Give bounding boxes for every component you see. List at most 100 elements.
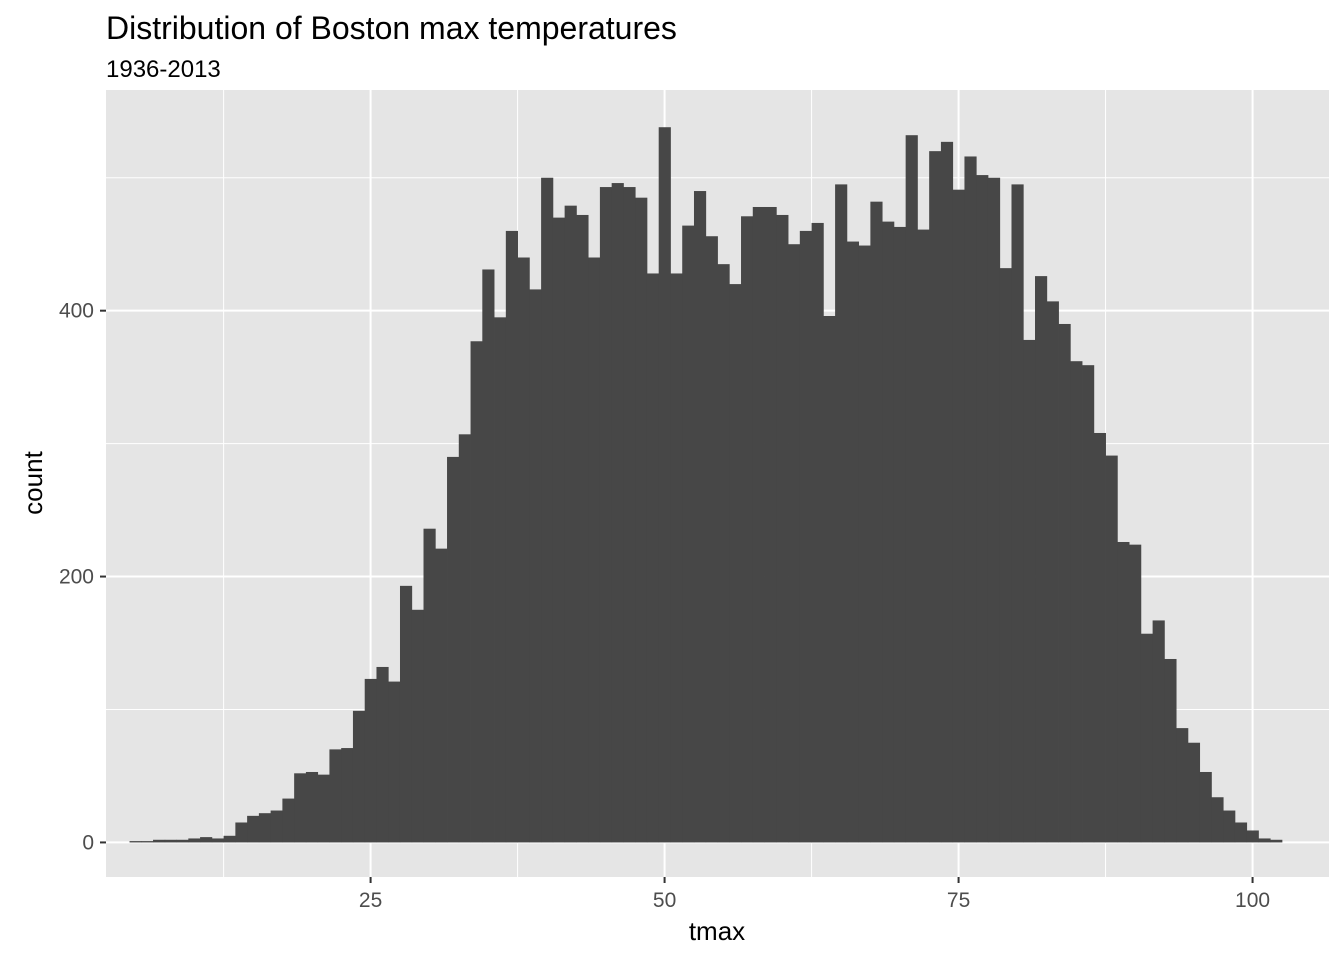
histogram-bar	[623, 187, 636, 843]
histogram-bar	[423, 528, 436, 843]
histogram-bar	[1246, 830, 1259, 843]
y-axis: 0 200 400	[59, 300, 106, 854]
histogram-bar	[341, 748, 354, 843]
histogram-bar	[399, 585, 413, 843]
histogram-bar	[693, 191, 707, 843]
histogram-bar	[447, 456, 460, 843]
histogram-bar	[282, 798, 295, 843]
histogram-bar	[858, 245, 871, 843]
histogram-bar	[588, 257, 601, 843]
histogram-bar	[1270, 839, 1283, 843]
histogram-bar	[305, 771, 319, 843]
histogram-bar	[1140, 633, 1154, 843]
histogram-bar	[987, 177, 1001, 843]
histogram-bar	[494, 317, 507, 843]
y-tick-label: 400	[59, 300, 94, 323]
chart-title: Distribution of Boston max temperatures	[106, 10, 677, 46]
histogram-bar	[1199, 771, 1212, 843]
histogram-bar	[376, 666, 389, 843]
histogram-bar	[1023, 339, 1036, 843]
histogram-bar	[1176, 728, 1189, 843]
histogram-bar	[164, 839, 177, 843]
histogram-bar	[411, 609, 424, 843]
histogram-bar	[1082, 365, 1095, 843]
y-tick-label: 0	[82, 831, 94, 854]
histogram-bar	[129, 841, 142, 843]
histogram-bar	[788, 244, 801, 843]
histogram-bar	[752, 206, 765, 843]
histogram-bar	[388, 681, 401, 843]
histogram-bar	[1258, 838, 1271, 843]
histogram-bar	[1223, 810, 1236, 843]
histogram-bar	[870, 201, 883, 843]
histogram-bar	[1105, 455, 1118, 843]
y-axis-title: count	[18, 450, 48, 514]
histogram-bar	[1152, 620, 1165, 843]
histogram-bar	[893, 226, 907, 843]
histogram-bar	[270, 810, 283, 843]
histogram-bars	[129, 127, 1283, 843]
histogram-bar	[1234, 822, 1248, 843]
histogram-bar	[764, 206, 777, 843]
histogram-bar	[835, 184, 848, 843]
histogram-bar	[364, 678, 377, 843]
histogram-bar	[882, 221, 895, 843]
histogram-bar	[658, 127, 671, 843]
histogram-bar	[153, 839, 166, 843]
histogram-bar	[1046, 301, 1059, 843]
histogram-bar	[611, 183, 624, 843]
histogram-bar	[1117, 541, 1130, 843]
histogram-bar	[505, 230, 518, 843]
histogram-bar	[811, 222, 824, 843]
histogram-bar	[317, 774, 330, 843]
x-tick-label: 50	[653, 889, 676, 912]
histogram-bar	[435, 548, 448, 843]
histogram-bar	[917, 229, 930, 843]
histogram-bar	[294, 773, 307, 843]
histogram-bar	[976, 175, 989, 843]
x-axis: 25 50 75 100	[359, 877, 1270, 912]
histogram-bar	[458, 434, 471, 843]
histogram-bar	[188, 838, 201, 843]
histogram-bar	[247, 815, 260, 843]
histogram-bar	[1129, 544, 1142, 843]
histogram-bar	[1187, 742, 1201, 843]
histogram-bar	[741, 216, 754, 843]
histogram-bar	[1011, 184, 1024, 843]
x-tick-label: 100	[1235, 889, 1270, 912]
histogram-bar	[999, 268, 1012, 843]
histogram-bar	[176, 839, 189, 843]
histogram-bar	[940, 141, 954, 843]
histogram-bar	[670, 273, 683, 843]
histogram-bar	[329, 749, 342, 843]
histogram-bar	[1070, 361, 1083, 843]
histogram-bar	[599, 187, 613, 843]
histogram-bar	[635, 197, 648, 843]
histogram-bar	[529, 289, 542, 843]
histogram-bar	[1164, 658, 1177, 843]
histogram-bar	[646, 273, 660, 843]
histogram-bar	[470, 341, 483, 843]
histogram-bar	[200, 837, 213, 843]
histogram-bar	[905, 135, 918, 843]
chart-subtitle: 1936-2013	[106, 56, 221, 83]
histogram-bar	[564, 205, 577, 843]
histogram-bar	[552, 217, 566, 843]
x-tick-label: 75	[947, 889, 970, 912]
histogram-bar	[1211, 797, 1224, 843]
histogram-bar	[729, 284, 742, 843]
histogram-bar	[952, 189, 965, 843]
histogram-bar	[776, 214, 789, 843]
histogram-bar	[211, 838, 224, 843]
histogram-bar	[482, 269, 495, 843]
histogram-bar	[823, 316, 836, 843]
histogram-bar	[717, 264, 730, 843]
histogram-bar	[352, 710, 366, 843]
histogram-bar	[258, 813, 272, 843]
x-tick-label: 25	[359, 889, 382, 912]
x-axis-title: tmax	[689, 916, 745, 946]
histogram-bar	[846, 241, 860, 843]
histogram-bar	[141, 841, 154, 843]
histogram-bar	[517, 257, 530, 843]
